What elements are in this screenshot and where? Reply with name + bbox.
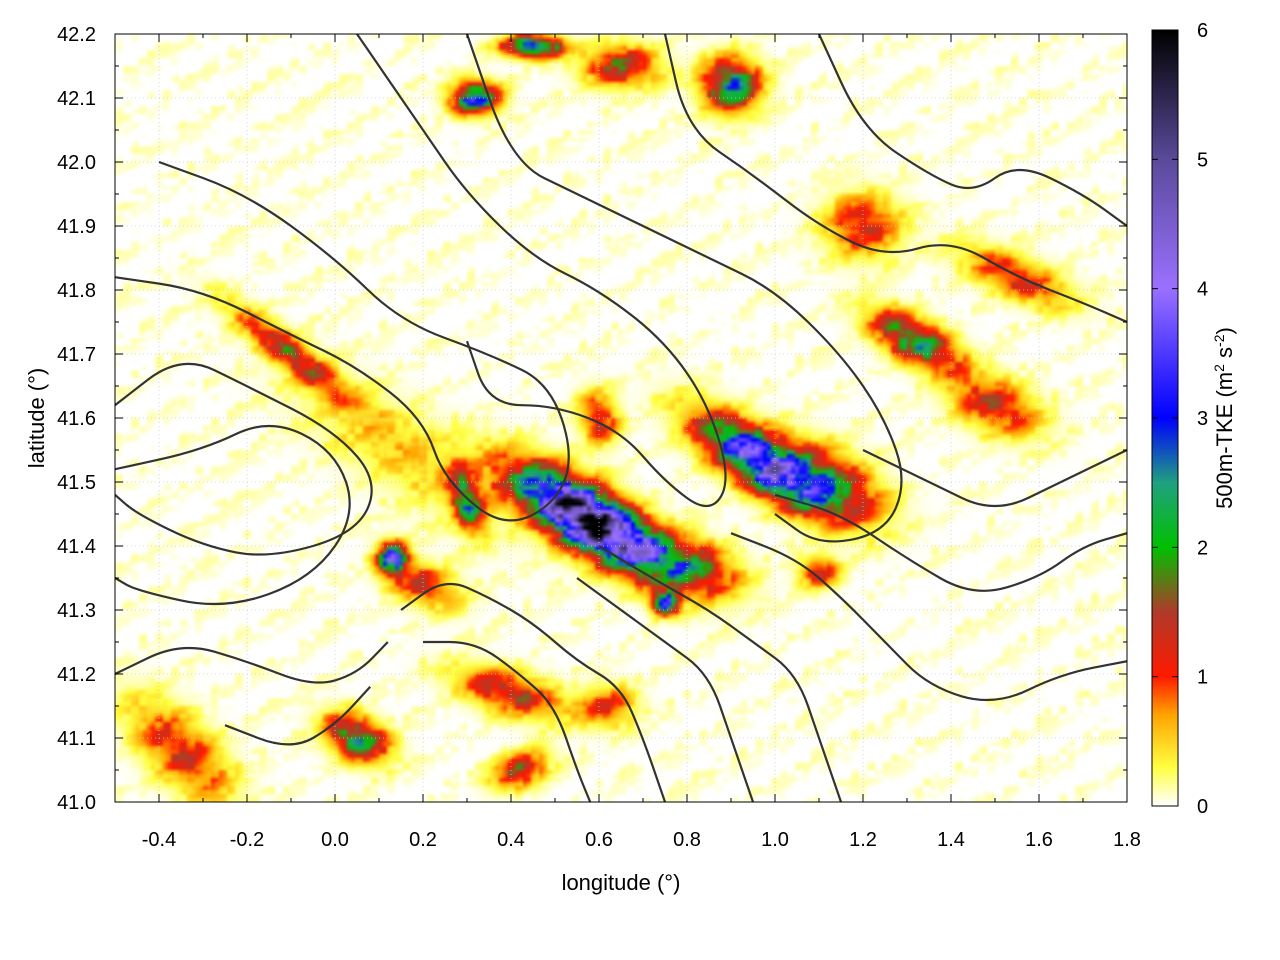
contour-line <box>862 449 1127 508</box>
colorbar-tick-label: 3 <box>1197 408 1208 430</box>
contour-line <box>115 362 373 556</box>
colorbar-tick-label: 2 <box>1197 537 1208 559</box>
contour-line <box>115 641 389 684</box>
x-axis-label: longitude (°) <box>562 870 681 895</box>
contour-line <box>730 532 1127 702</box>
x-tick-label: -0.4 <box>142 829 176 851</box>
colorbar-label-sup1: 2 <box>1211 364 1227 372</box>
contour-line <box>663 34 1127 324</box>
colorbar-tick-label: 1 <box>1197 667 1208 689</box>
contour-line <box>356 34 727 508</box>
x-tick-label: -0.2 <box>230 829 264 851</box>
contour-line <box>115 424 351 606</box>
y-tick-label: 41.0 <box>57 792 96 814</box>
y-tick-label: 41.8 <box>57 280 96 302</box>
colorbar-label-sup2: -2 <box>1211 334 1227 347</box>
x-tick-label: 1.4 <box>937 829 965 851</box>
colorbar-label-end: ) <box>1212 327 1237 334</box>
terrain-contours <box>115 34 1127 802</box>
x-tick-label: 0.4 <box>497 829 525 851</box>
contour-line <box>598 545 843 802</box>
y-tick-label: 41.1 <box>57 728 96 750</box>
colorbar-label: 500m-TKE (m2 s-2) <box>1211 327 1237 509</box>
x-tick-label: 1.8 <box>1113 829 1141 851</box>
colorbar-tick-label: 5 <box>1197 149 1208 171</box>
colorbar-label-main: 500m-TKE (m <box>1212 372 1237 509</box>
x-tick-label: 0.6 <box>585 829 613 851</box>
y-tick-label: 42.1 <box>57 88 96 110</box>
x-tick-label: 1.2 <box>849 829 877 851</box>
x-tick-label: 1.0 <box>761 829 789 851</box>
y-tick-label: 41.5 <box>57 472 96 494</box>
contour-line <box>224 686 372 746</box>
colorbar-ticks: 0 1 2 3 4 5 6 <box>1152 20 1208 818</box>
contour-line <box>465 34 903 543</box>
grid-lines <box>115 34 1127 802</box>
colorbar-tick-label: 0 <box>1197 796 1208 818</box>
contour-line <box>774 493 1127 592</box>
colorbar-label-mid: s <box>1212 347 1237 364</box>
y-tick-label: 41.6 <box>57 408 96 430</box>
y-tick-label: 42.2 <box>57 24 96 46</box>
contour-line <box>576 577 755 802</box>
x-tick-label: 0.8 <box>673 829 701 851</box>
y-tick-label: 41.9 <box>57 216 96 238</box>
y-axis-label: latitude (°) <box>24 368 49 469</box>
x-tick-label: 0.0 <box>321 829 349 851</box>
y-tick-label: 41.3 <box>57 600 96 622</box>
y-tick-label: 41.4 <box>57 536 96 558</box>
contour-line <box>115 160 570 522</box>
y-tick-label: 41.7 <box>57 344 96 366</box>
colorbar-tick-label: 4 <box>1197 279 1208 301</box>
y-tick-label: 42.0 <box>57 152 96 174</box>
colorbar-tick-label: 6 <box>1197 20 1208 42</box>
y-tick-label: 41.2 <box>57 664 96 686</box>
contour-line <box>400 582 667 802</box>
contour-line <box>423 640 592 802</box>
x-tick-label: 1.6 <box>1025 829 1053 851</box>
contour-line <box>818 34 1127 227</box>
x-tick-label: 0.2 <box>409 829 437 851</box>
axis-ticks: -0.4 -0.2 0.0 0.2 0.4 0.6 0.8 1.0 1.2 1.4 1.6 1.8 41… <box>57 24 1141 851</box>
